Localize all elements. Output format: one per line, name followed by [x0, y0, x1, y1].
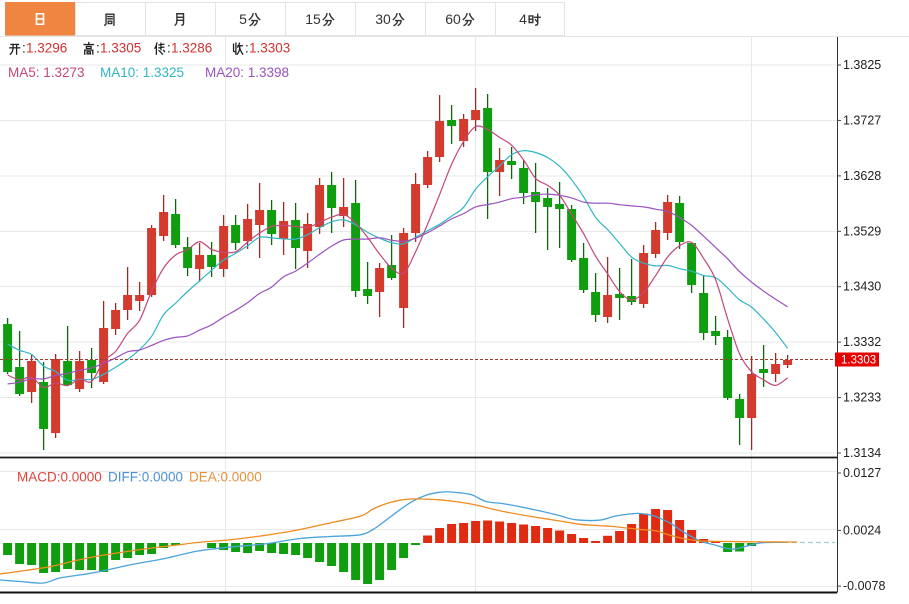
- svg-text:30: 30: [375, 11, 391, 27]
- svg-text:1.3529: 1.3529: [843, 224, 881, 238]
- svg-text:MA5: 1.3273: MA5: 1.3273: [8, 65, 85, 80]
- svg-text:1.3430: 1.3430: [843, 280, 881, 294]
- svg-text:1.3628: 1.3628: [843, 169, 881, 183]
- svg-text:-0.0078: -0.0078: [843, 579, 885, 593]
- svg-text::: :: [167, 41, 171, 56]
- svg-text:1.3134: 1.3134: [843, 446, 881, 460]
- svg-text:DEA:0.0000: DEA:0.0000: [189, 470, 262, 485]
- svg-text:1.3825: 1.3825: [843, 58, 881, 72]
- svg-text:1.3303: 1.3303: [841, 355, 876, 367]
- svg-text::: :: [22, 41, 26, 56]
- svg-text:1.3332: 1.3332: [843, 335, 881, 349]
- svg-text:1.3305: 1.3305: [100, 41, 141, 56]
- svg-text::: :: [96, 41, 100, 56]
- svg-text:1.3727: 1.3727: [843, 113, 881, 127]
- svg-text:MACD:0.0000: MACD:0.0000: [17, 470, 102, 485]
- svg-text:5: 5: [239, 11, 247, 27]
- svg-text:60: 60: [445, 11, 461, 27]
- svg-text:0.0024: 0.0024: [843, 523, 881, 537]
- svg-text:MA20: 1.3398: MA20: 1.3398: [205, 65, 289, 80]
- svg-text:0.0127: 0.0127: [843, 466, 881, 480]
- svg-text:DIFF:0.0000: DIFF:0.0000: [108, 470, 183, 485]
- svg-text:4: 4: [519, 11, 527, 27]
- svg-text::: :: [245, 41, 249, 56]
- svg-text:1.3286: 1.3286: [171, 41, 212, 56]
- svg-text:1.3303: 1.3303: [249, 41, 290, 56]
- svg-text:1.3296: 1.3296: [26, 41, 67, 56]
- svg-text:15: 15: [305, 11, 321, 27]
- svg-text:1.3233: 1.3233: [843, 391, 881, 405]
- svg-text:MA10: 1.3325: MA10: 1.3325: [100, 65, 184, 80]
